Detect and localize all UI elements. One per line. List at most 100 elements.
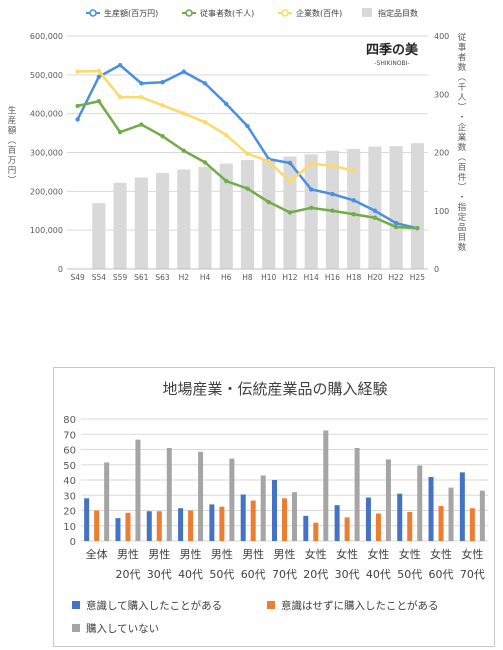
bar-series-2: [260, 475, 266, 541]
data-point: [160, 80, 165, 85]
bar-series-1: [438, 505, 444, 541]
x-tick-label: S59: [113, 273, 128, 282]
data-point: [372, 208, 378, 213]
legend-swatch-marker: [89, 9, 97, 17]
data-point: [224, 178, 229, 184]
bar-series-1: [313, 522, 319, 541]
bar-series-0: [365, 497, 371, 541]
x-tick-label: 男性: [180, 547, 202, 561]
x-tick-label: 20代: [115, 568, 140, 581]
legend-label: 企業数(百件): [296, 8, 342, 18]
bar-series-1: [344, 517, 350, 541]
x-tick-label: 女性: [367, 547, 389, 561]
data-point: [351, 198, 356, 203]
y-tick-label: 50: [63, 461, 76, 472]
y-left-axis-title: 生産額︵百万円︶: [8, 105, 17, 186]
x-tick-label: H18: [346, 273, 361, 282]
data-point: [139, 81, 144, 86]
data-point: [330, 208, 335, 213]
legend-label: 従事者数(千人): [200, 8, 254, 18]
legend-label: 指定品目数: [378, 8, 418, 18]
x-tick-label: H4: [200, 273, 211, 282]
bar-series-1: [250, 500, 256, 541]
data-point: [75, 117, 80, 122]
logo-sub: -SHIKINOBI-: [374, 60, 409, 67]
legend-label: 購入していない: [86, 622, 159, 635]
x-tick-label: S49: [70, 273, 85, 282]
x-tick-label: 60代: [429, 568, 454, 581]
x-tick-label: 70代: [272, 568, 297, 581]
x-tick-label: 60代: [241, 568, 266, 581]
bar-series-1: [94, 510, 100, 541]
x-tick-label: H10: [261, 273, 276, 282]
data-point: [202, 81, 208, 86]
data-point: [287, 160, 293, 166]
data-point: [372, 215, 378, 220]
x-tick-label: 男性: [148, 547, 170, 561]
y-tick-label: 80: [63, 415, 76, 426]
data-point: [202, 160, 208, 165]
y-tick-label: 20: [63, 507, 76, 518]
bar-series-0: [84, 498, 90, 541]
x-tick-label: H25: [410, 273, 425, 282]
bar-series-0: [146, 511, 152, 541]
chart-title: 地場産業・伝統産業品の購入経験: [162, 380, 387, 398]
bar-series-2: [229, 458, 235, 541]
bar-series-1: [375, 513, 381, 541]
bar-series-1: [219, 506, 225, 541]
legend: 生産額(百万円) 従事者数(千人) 企業数(百件) 指定品目数: [86, 8, 418, 18]
data-point: [287, 179, 293, 184]
data-point: [287, 210, 293, 215]
data-point: [139, 94, 144, 100]
production-chart: 0 100,000 200,000 300,000 400,000 500,000 600,…: [8, 8, 467, 282]
series-line-2: [77, 69, 354, 183]
bar-series-0: [303, 515, 309, 541]
data-point: [202, 120, 208, 125]
bar-series-0: [428, 476, 434, 541]
y-left-tick-label: 300,000: [30, 149, 63, 158]
data-point: [393, 224, 399, 230]
data-point: [309, 187, 314, 192]
bar-series-0: [115, 518, 121, 541]
legend-swatch: [72, 601, 80, 609]
data-point: [117, 94, 123, 100]
data-point: [245, 123, 250, 129]
bar-designated-items: [92, 203, 106, 269]
x-tick-label: 30代: [147, 568, 172, 581]
data-point: [309, 161, 314, 166]
x-tick-label: 男性: [274, 547, 296, 561]
x-tick-label: 女性: [336, 547, 358, 561]
data-point: [75, 103, 80, 109]
data-point: [245, 151, 250, 156]
logo-main: 四季の美: [366, 42, 419, 58]
data-point: [266, 159, 271, 164]
legend-swatch: [362, 8, 372, 17]
legend-swatch: [267, 601, 275, 609]
data-point: [117, 129, 123, 135]
bar-designated-items: [198, 167, 212, 269]
bar-series-0: [397, 493, 403, 541]
data-point: [266, 199, 271, 205]
x-tick-label: H14: [304, 273, 319, 282]
x-tick-label: 30代: [335, 568, 360, 581]
legend-swatch: [72, 624, 80, 632]
bar-designated-items: [155, 172, 170, 269]
x-tick-label: H22: [389, 273, 404, 282]
axes: 0 100,000 200,000 300,000 400,000 500,000 600,…: [8, 32, 467, 282]
bar-designated-items: [262, 158, 276, 269]
x-tick-label: 女性: [430, 547, 452, 561]
y-tick-label: 0: [70, 537, 76, 548]
x-tick-label: 男性: [211, 547, 233, 561]
x-tick-label: 女性: [305, 547, 327, 561]
bar-designated-items: [113, 182, 127, 269]
y-right-tick-label: 100: [434, 207, 449, 216]
data-point: [393, 220, 399, 226]
bar-series-2: [354, 447, 360, 541]
bar-designated-items: [347, 149, 361, 269]
x-tick-label: S54: [92, 273, 107, 282]
data-point: [181, 69, 186, 74]
line-series-group: [75, 62, 420, 231]
bar-series-2: [135, 439, 141, 541]
